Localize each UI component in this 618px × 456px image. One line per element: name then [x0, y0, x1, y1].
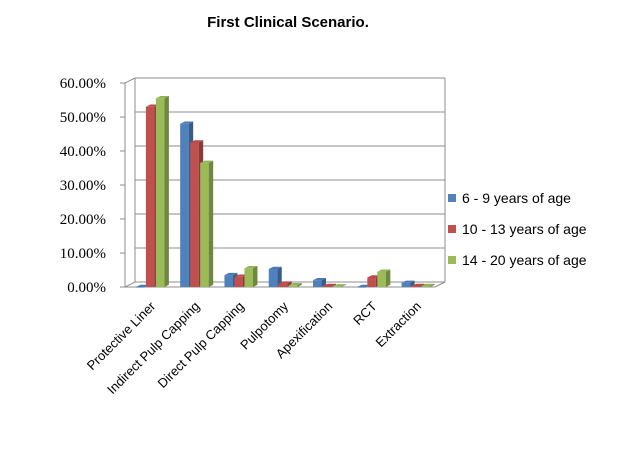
- bar: [135, 284, 149, 288]
- legend-entry: 14 - 20 years of age: [462, 252, 587, 268]
- bar: [155, 96, 169, 287]
- bars: [135, 96, 435, 288]
- axis-corner-top: [124, 77, 136, 84]
- bar: [268, 266, 282, 287]
- bar: [421, 283, 435, 287]
- legend-swatch: [448, 225, 456, 233]
- bar: [357, 284, 371, 288]
- legend-entry: 6 - 9 years of age: [462, 190, 571, 206]
- bar: [288, 283, 302, 287]
- y-tick-label: 10.00%: [60, 246, 106, 262]
- y-tick-label: 0.00%: [67, 280, 106, 296]
- legend-swatch: [448, 194, 456, 202]
- y-tick-label: 30.00%: [60, 178, 106, 194]
- bar: [401, 280, 415, 287]
- bar: [333, 284, 347, 287]
- bar: [377, 269, 391, 287]
- x-tick-label: Extraction: [372, 299, 423, 350]
- bar: [200, 160, 214, 287]
- y-tick-label: 40.00%: [60, 144, 106, 160]
- bar: [323, 283, 337, 287]
- x-tick-label: RCT: [350, 298, 380, 328]
- legend: 6 - 9 years of age 10 - 13 years of age 14…: [448, 190, 587, 268]
- bar: [411, 283, 425, 287]
- y-tick-label: 50.00%: [60, 110, 106, 126]
- y-tick-label: 60.00%: [60, 76, 106, 92]
- legend-entry: 10 - 13 years of age: [462, 221, 587, 237]
- chart-title: First Clinical Scenario.: [207, 14, 369, 31]
- bar: [244, 266, 258, 287]
- legend-swatch: [448, 256, 456, 264]
- bar: [278, 281, 292, 287]
- y-axis-ticks: 0.00% 10.00% 20.00% 30.00% 40.00% 50.00% 60.00…: [60, 76, 106, 296]
- axes: [120, 77, 446, 288]
- bar: [313, 277, 327, 287]
- y-tick-label: 20.00%: [60, 212, 106, 228]
- x-tick-label: Direct Pulp Capping: [154, 299, 246, 391]
